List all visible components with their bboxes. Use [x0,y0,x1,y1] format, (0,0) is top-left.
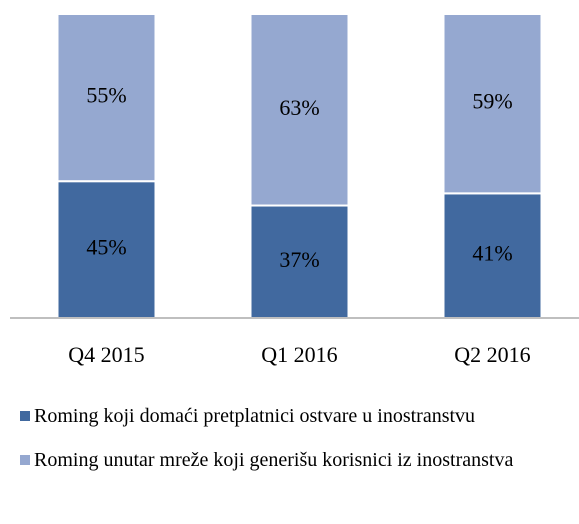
legend-label: Roming koji domaći pretplatnici ostvare … [34,405,476,427]
value-label: 45% [86,235,126,260]
value-label: 37% [279,247,319,272]
legend-item: Roming unutar mreže koji generišu korisn… [20,447,560,473]
bar-segment [56,13,157,183]
bar-segment [249,13,350,207]
x-tick-label: Q1 2016 [261,342,337,367]
value-label: 55% [86,83,126,108]
legend-label: Roming unutar mreže koji generišu korisn… [34,449,514,471]
legend-swatch [20,411,30,421]
chart: 45% 55% Q4 2015 37% 63% Q1 2016 41% 59% Q2 2016 [10,13,579,367]
value-label: 63% [279,95,319,120]
legend: Roming koji domaći pretplatnici ostvare … [20,403,560,491]
bar-segment [442,13,543,195]
x-tick-label: Q4 2015 [68,342,144,367]
legend-swatch [20,455,30,465]
value-label: 59% [472,89,512,114]
bar-segment [56,180,157,319]
value-label: 41% [472,241,512,266]
x-tick-label: Q2 2016 [454,342,530,367]
legend-item: Roming koji domaći pretplatnici ostvare … [20,403,560,429]
